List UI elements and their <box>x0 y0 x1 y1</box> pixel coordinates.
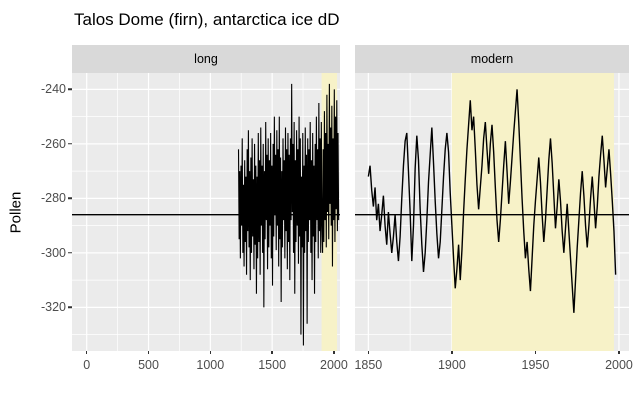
x-tick-label: 500 <box>138 358 159 372</box>
facet-strip-modern: modern <box>355 45 629 73</box>
y-tick-mark <box>68 143 72 145</box>
x-tick-mark <box>333 351 335 354</box>
data-series <box>367 89 617 313</box>
panel-plot-modern <box>355 73 629 351</box>
x-tick-label: 2000 <box>605 358 633 372</box>
y-tick-mark <box>68 88 72 91</box>
y-tick-labels: -240 -260 -280 -300 -320 <box>0 73 66 351</box>
y-tick-label: -260 <box>40 136 66 151</box>
x-tick-label: 0 <box>83 358 91 372</box>
panel-plot-long <box>72 73 340 351</box>
x-tick-label: 1950 <box>521 358 550 372</box>
x-tick-label: 2000 <box>320 358 348 372</box>
highlight-band <box>451 73 614 351</box>
x-tick-mark <box>271 351 273 354</box>
x-tick-mark <box>367 351 370 354</box>
y-tick-label: -280 <box>40 191 66 206</box>
y-tick-mark <box>68 306 72 309</box>
data-series <box>237 83 340 346</box>
y-tick-mark <box>68 252 72 254</box>
x-tick-label: 1000 <box>196 358 225 372</box>
x-tick-label: 1900 <box>437 358 466 372</box>
x-tick-label: 1500 <box>258 358 287 372</box>
y-tick-mark <box>68 197 72 200</box>
x-axis-modern: 1850 1900 1950 2000 <box>354 351 633 381</box>
y-tick-label: -320 <box>40 300 66 315</box>
chart-title: Talos Dome (firn), antarctica ice dD <box>74 10 340 29</box>
x-tick-mark <box>534 351 537 354</box>
x-tick-mark <box>451 351 453 354</box>
y-tick-label: -300 <box>40 245 66 260</box>
y-tick-label: -240 <box>40 82 66 97</box>
y-tick-marks <box>68 73 72 351</box>
x-axis-long: 0 500 1000 1500 2000 <box>72 351 348 381</box>
x-tick-mark <box>147 351 150 354</box>
x-tick-mark <box>618 351 620 354</box>
x-tick-mark <box>85 351 88 354</box>
facet-strip-long: long <box>72 45 340 73</box>
x-tick-mark <box>209 351 212 354</box>
facet-strip-label: long <box>194 52 218 66</box>
x-tick-label: 1850 <box>354 358 383 372</box>
facet-strip-label: modern <box>470 52 514 66</box>
